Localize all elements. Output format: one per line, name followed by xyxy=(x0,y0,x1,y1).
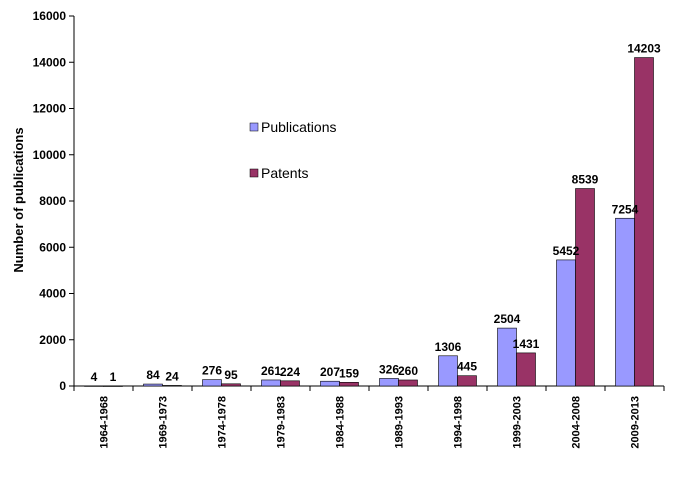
x-tick-label: 1989-1993 xyxy=(394,396,406,449)
data-label-publications-6: 1306 xyxy=(435,340,462,354)
bar-patents-8 xyxy=(575,188,595,387)
data-label-patents-6: 445 xyxy=(457,360,477,374)
y-tick-label: 14000 xyxy=(33,55,67,69)
x-tick-label: 1969-1973 xyxy=(158,396,170,449)
legend-swatch-publications xyxy=(249,122,259,132)
x-tick-label: 1974-1978 xyxy=(217,396,229,449)
bar-publications-2 xyxy=(202,379,222,387)
bar-publications-8 xyxy=(556,259,576,387)
data-label-publications-8: 5452 xyxy=(553,244,580,258)
data-label-publications-4: 207 xyxy=(320,365,340,379)
bars-group xyxy=(84,57,654,387)
legend-label-patents: Patents xyxy=(261,165,308,181)
bar-patents-0 xyxy=(103,385,123,387)
legend-label-publications: Publications xyxy=(261,119,337,135)
x-tick-label: 1994-1998 xyxy=(453,396,465,449)
data-label-patents-9: 14203 xyxy=(627,42,661,56)
data-label-publications-9: 7254 xyxy=(612,202,639,216)
bar-publications-1 xyxy=(143,383,163,387)
bar-patents-2 xyxy=(221,383,241,387)
x-tick-label: 2004-2008 xyxy=(571,396,583,449)
x-tick-label: 2009-2013 xyxy=(630,396,642,449)
legend-swatch-patents xyxy=(249,168,259,178)
bar-publications-9 xyxy=(615,217,635,387)
y-tick-label: 0 xyxy=(59,379,66,393)
bar-patents-7 xyxy=(516,352,536,387)
legend: Publications Patents xyxy=(249,119,337,181)
data-label-publications-7: 2504 xyxy=(494,312,521,326)
data-label-publications-5: 326 xyxy=(379,362,399,376)
data-label-patents-8: 8539 xyxy=(572,173,599,187)
data-label-patents-3: 224 xyxy=(280,365,300,379)
data-label-publications-3: 261 xyxy=(261,364,281,378)
y-tick-label: 16000 xyxy=(33,9,67,23)
y-tick-label: 10000 xyxy=(33,148,67,162)
data-label-patents-1: 24 xyxy=(165,369,179,383)
bar-patents-6 xyxy=(457,375,477,387)
y-tick-label: 8000 xyxy=(39,194,66,208)
bar-patents-3 xyxy=(280,380,300,387)
x-tick-label: 1964-1968 xyxy=(99,396,111,449)
data-label-patents-5: 260 xyxy=(398,364,418,378)
bar-patents-1 xyxy=(162,385,182,387)
bar-patents-9 xyxy=(634,57,654,387)
data-label-publications-1: 84 xyxy=(146,368,160,382)
y-tick-label: 2000 xyxy=(39,333,66,347)
bar-patents-5 xyxy=(398,379,418,387)
data-label-publications-2: 276 xyxy=(202,364,222,378)
data-label-patents-2: 95 xyxy=(224,368,238,382)
axes-group: 0 2000 4000 6000 8000 10000 12000 14000 16000 196… xyxy=(33,9,665,449)
y-tick-label: 4000 xyxy=(39,287,66,301)
bar-publications-6 xyxy=(438,355,458,387)
y-tick-label: 6000 xyxy=(39,240,66,254)
bar-publications-4 xyxy=(320,380,340,387)
x-tick-label: 1999-2003 xyxy=(512,396,524,449)
x-tick-label: 1984-1988 xyxy=(335,396,347,449)
data-label-patents-0: 1 xyxy=(110,370,117,384)
bar-publications-5 xyxy=(379,378,399,387)
x-tick-label: 1979-1983 xyxy=(276,396,288,449)
bar-publications-0 xyxy=(84,385,104,387)
y-axis-title: Number of publications xyxy=(11,127,26,272)
bar-patents-4 xyxy=(339,382,359,387)
data-label-patents-4: 159 xyxy=(339,366,359,380)
data-labels-group: 4 84 276 261 207 326 1306 2504 5452 7254 1 24 95 224 1… xyxy=(91,42,661,384)
data-label-patents-7: 1431 xyxy=(513,337,540,351)
y-tick-label: 12000 xyxy=(33,102,67,116)
bar-publications-3 xyxy=(261,379,281,387)
data-label-publications-0: 4 xyxy=(91,370,98,384)
